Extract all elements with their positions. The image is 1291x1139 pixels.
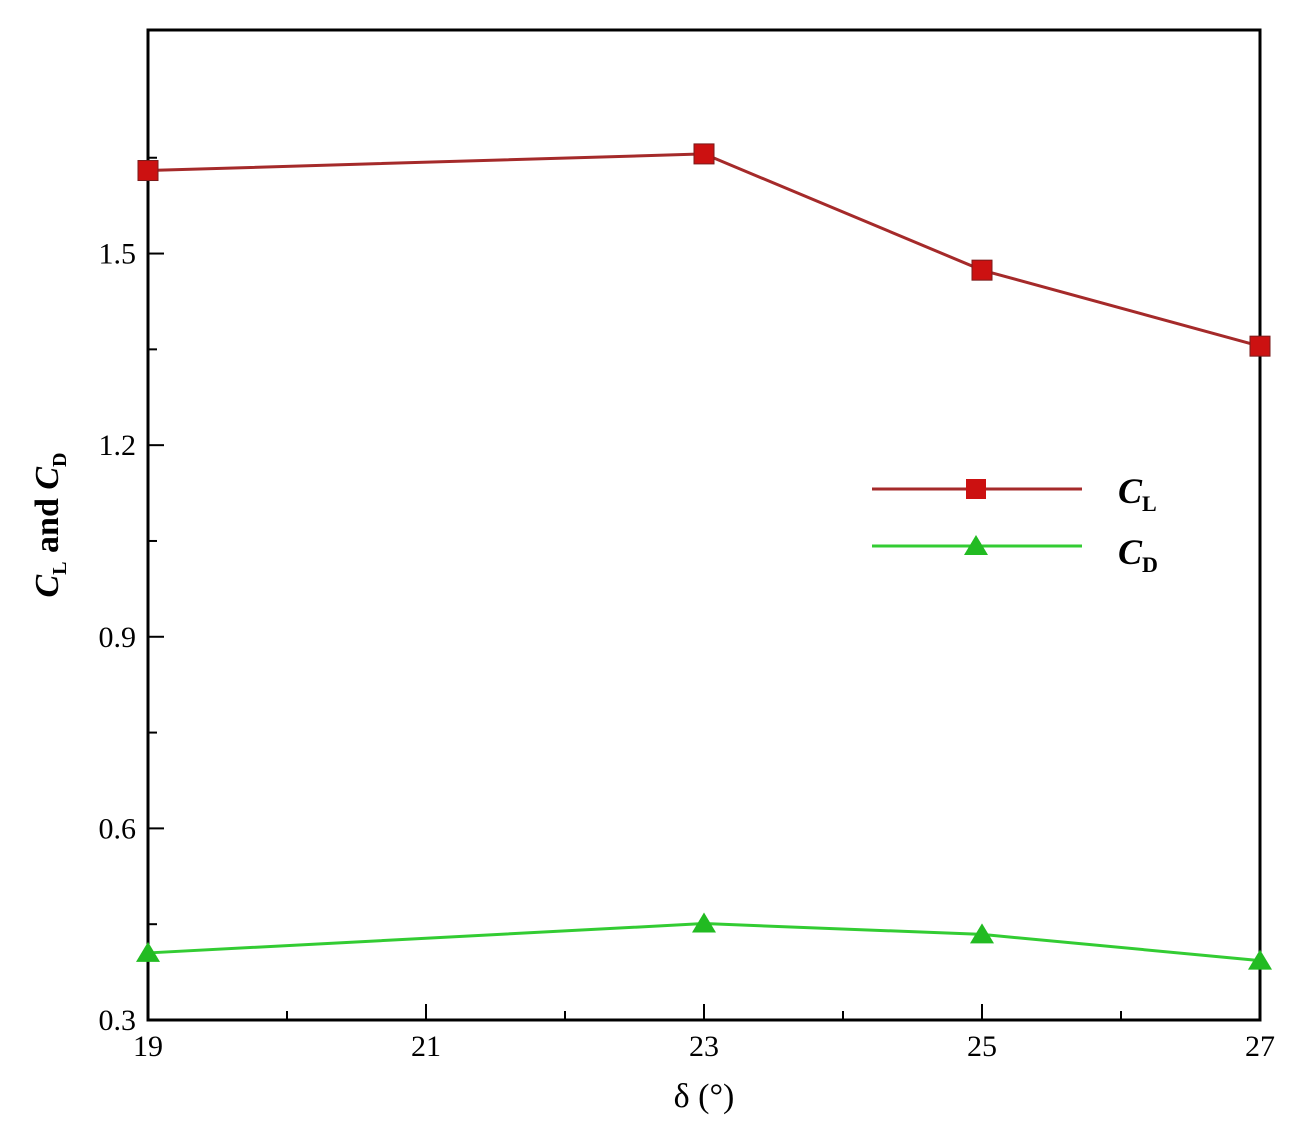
- y-tick-label: 0.9: [99, 621, 137, 654]
- y-tick-label: 1.5: [99, 238, 137, 271]
- y-tick-label: 0.6: [99, 812, 137, 845]
- data-point-cl: [971, 259, 993, 281]
- plot-frame: [146, 28, 1262, 1022]
- x-tick-label: 23: [689, 1030, 719, 1063]
- legend-label-cd: CD: [1118, 532, 1158, 577]
- y-tick-label: 1.2: [99, 429, 137, 462]
- data-point-cl: [137, 160, 159, 182]
- data-point-cd: [970, 923, 994, 944]
- x-tick-label: 21: [411, 1030, 441, 1063]
- legend-label-cl: CL: [1118, 471, 1157, 516]
- data-point-cd: [1248, 949, 1272, 970]
- series-layer: [136, 143, 1272, 970]
- x-axis-title: δ (°): [674, 1078, 735, 1115]
- legend-marker-cl: [966, 479, 986, 499]
- data-point-cl: [693, 143, 715, 165]
- legend: CL CD: [872, 471, 1158, 577]
- series-line-cl: [147, 152, 1261, 348]
- x-tick-label: 19: [133, 1030, 163, 1063]
- legend-marker-cd: [964, 535, 988, 555]
- x-tick-label: 27: [1245, 1030, 1275, 1063]
- x-axis-ticks: 19 21 23 25 27: [133, 1004, 1275, 1063]
- y-tick-label: 0.3: [99, 1004, 137, 1037]
- y-axis-ticks: 0.3 0.6 0.9 1.2 1.5: [99, 156, 164, 1037]
- x-tick-label: 25: [967, 1030, 997, 1063]
- data-point-cd: [136, 941, 160, 962]
- series-line-cd: [147, 922, 1261, 963]
- y-axis-title: CL and CD: [29, 453, 71, 598]
- data-point-cd: [692, 912, 716, 933]
- data-point-cl: [1249, 335, 1271, 357]
